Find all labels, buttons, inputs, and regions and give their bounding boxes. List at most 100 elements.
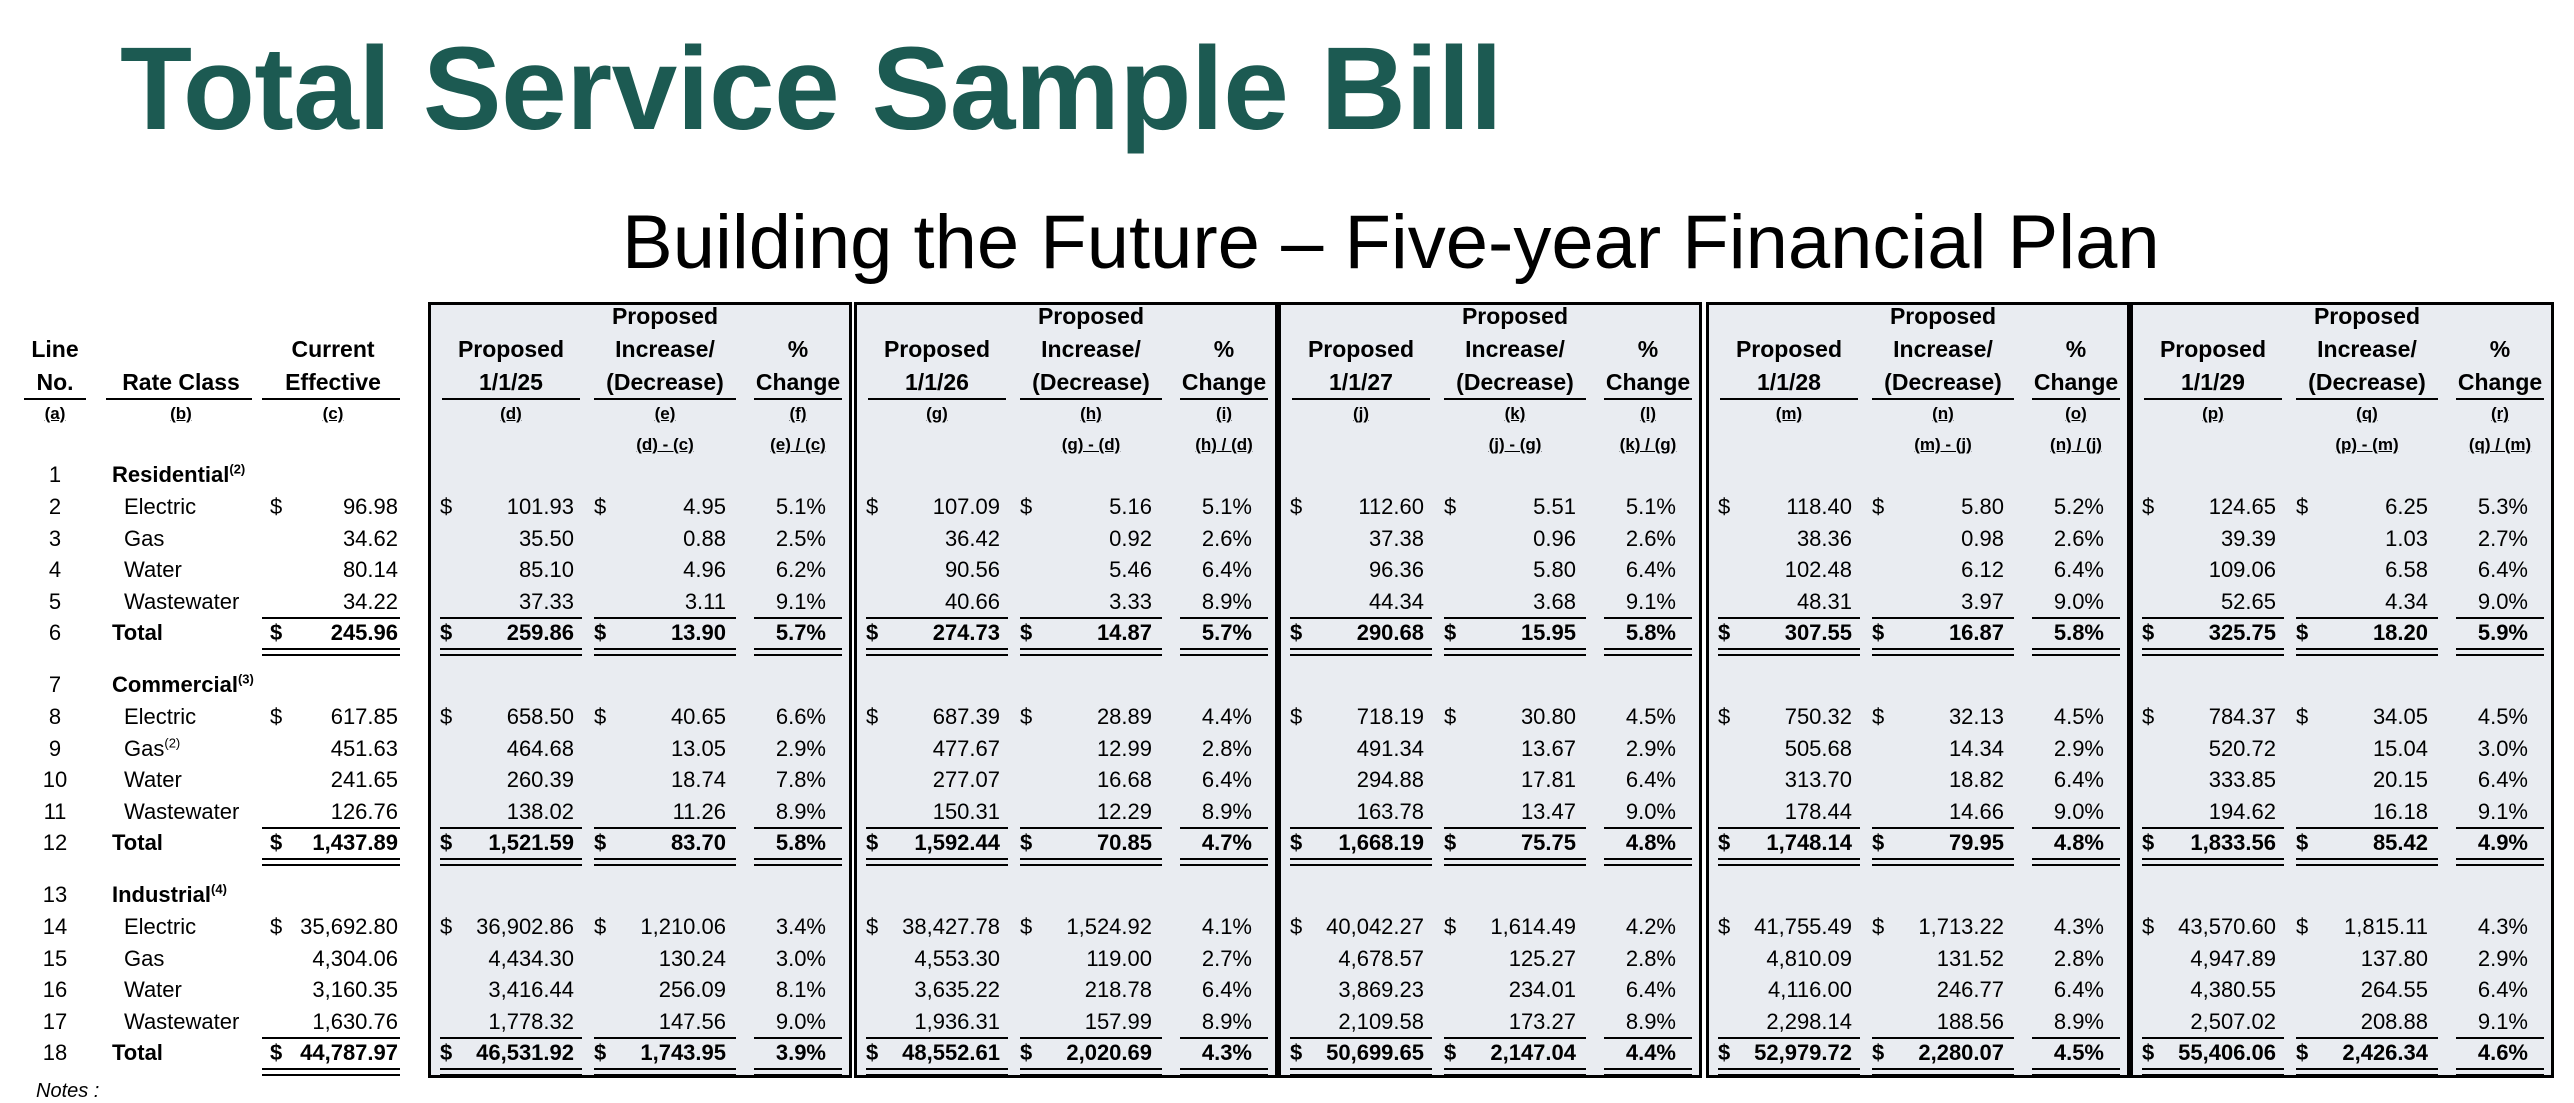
column-letter: (g) [926,404,948,423]
proposed-total: 1,592.44 [914,830,1000,855]
column-letter: (l) [1639,404,1657,423]
subtotal-rule [1872,826,2014,829]
subtotal-rule [1444,826,1586,829]
increase-value: 17.81 [1520,767,1576,792]
header-underline [1604,398,1692,400]
header-increase: Proposed [1037,303,1145,329]
rate-class-label: Wastewater [124,589,239,615]
pct-change-value: 2.9% [1625,735,1676,761]
proposal-group-box [2130,302,2554,1078]
increase-value: 3.97 [1961,588,2004,614]
subtotal-rule [2142,616,2284,619]
dollar-sign: $ [1872,914,1885,939]
proposed-rate-value: 90.56 [944,557,1000,582]
rate-class-text: Gas [124,525,165,551]
pct-change-value: 5.1% [1201,494,1252,519]
total-double-rule [1718,648,1860,656]
total-double-rule [2296,1068,2438,1076]
notes-label: Notes : [36,1080,100,1102]
proposed-rate-value: 38,427.78 [902,914,1000,939]
page-title: Total Service Sample Bill [120,23,1503,155]
increase-value: 0.92 [1109,525,1152,551]
dollar-sign: $ [270,914,283,939]
increase-value: 28.89 [1096,704,1152,729]
total-double-rule [1020,648,1162,656]
increase-value: 13.05 [670,735,726,761]
increase-value: 4.96 [683,557,726,582]
proposed-rate-value: 1,778.32 [488,1008,574,1034]
increase-value: 5.80 [1533,557,1576,582]
rate-class-text: Electric [124,494,197,519]
proposed-rate-value: 163.78 [1356,798,1424,824]
total-double-rule [754,1068,842,1076]
pct-change-value: 4.3% [2477,914,2528,939]
header-current-effective: Current [291,336,375,362]
header-underline [2144,398,2282,400]
dollar-sign: $ [1444,494,1457,519]
proposed-rate-value: 85.10 [518,557,574,582]
increase-value: 14.66 [1948,798,2004,824]
proposed-rate-value: 3,869.23 [1338,977,1424,1002]
pct-change-value: 3.0% [2477,735,2528,761]
line-number: 3 [48,525,62,551]
rate-class-text: Wastewater [124,588,240,614]
dollar-sign: $ [866,1040,879,1065]
dollar-sign: $ [1020,494,1033,519]
total-double-rule [1180,858,1268,866]
current-effective-value: 3,160.35 [312,977,398,1002]
total-double-rule [1290,858,1432,866]
pct-change-value: 6.4% [1201,977,1252,1002]
subtotal-rule [1020,616,1162,619]
total-double-rule [1604,648,1692,656]
pct-change-value: 6.4% [2053,977,2104,1002]
total-double-rule [866,1068,1008,1076]
increase-value: 30.80 [1520,704,1576,729]
increase-value: 246.77 [1936,977,2004,1002]
current-effective-value: 96.98 [342,494,398,519]
increase-value: 40.65 [670,704,726,729]
pct-change-value: 4.1% [1201,914,1252,939]
header-proposed: Proposed [1735,336,1843,362]
increase-total: 2,020.69 [1066,1040,1152,1065]
header-underline [106,398,252,400]
column-letter: (e) [654,404,676,423]
pct-change-value: 2.9% [775,735,826,761]
pct-change-value: 4.5% [2053,704,2104,729]
column-letter: (i) [1215,404,1233,423]
subtotal-rule [1180,616,1268,619]
increase-value: 0.88 [683,525,726,551]
subtotal-rule [2032,826,2120,829]
total-double-rule [2032,1068,2120,1076]
proposed-total: 1,521.59 [488,830,574,855]
increase-value: 130.24 [658,945,726,971]
proposed-total: 274.73 [932,620,1000,645]
dollar-sign: $ [2296,704,2309,729]
total-double-rule [440,648,582,656]
subtotal-rule [2296,1036,2438,1039]
pct-change-value: 2.5% [775,525,826,551]
proposed-rate-value: 178.44 [1784,798,1852,824]
total-double-rule [1020,1068,1162,1076]
column-letter: (a) [44,404,66,423]
proposed-rate-value: 52.65 [2220,588,2276,614]
column-letter: (r) [2491,404,2509,423]
header-pct-change: Change [2033,369,2119,395]
pct-change-value: 6.4% [1201,557,1252,582]
dollar-sign: $ [1718,1040,1731,1065]
pct-change-total: 4.8% [2053,830,2104,855]
footnote-ref: (2) [164,735,181,751]
pct-change-value: 2.8% [1201,735,1252,761]
section-heading-text: Commercial [112,672,238,697]
proposed-rate-value: 294.88 [1356,767,1424,792]
pct-change-total: 4.4% [1625,1040,1676,1065]
proposed-rate-value: 96.36 [1368,557,1424,582]
current-effective-value: 126.76 [330,798,398,824]
increase-total: 13.90 [670,620,726,645]
proposal-group-box [1278,302,1702,1078]
pct-change-total: 5.9% [2477,620,2528,645]
column-formula: (j) - (g) [1488,435,1542,454]
dollar-sign: $ [2296,1040,2309,1065]
header-rate-class: Rate Class [122,369,240,395]
proposed-rate-value: 3,635.22 [914,977,1000,1002]
proposed-total: 259.86 [506,620,574,645]
